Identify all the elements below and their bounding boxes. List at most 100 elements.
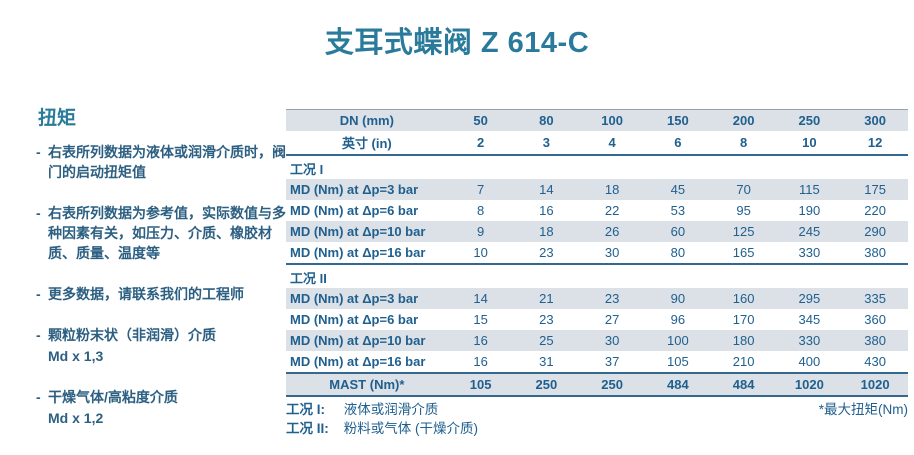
value-cell: 14 — [513, 179, 580, 200]
value-cell: 345 — [798, 312, 821, 327]
table-area: DN (mm) 50 80 100 150 200 250 300 英寸 (in) 2 3 4 6 8 10… — [286, 109, 908, 449]
bullet-main-text: 右表所列数据为参考值，实际数值与多种因素有关，如压力、介质、橡胶材质、质量、温度… — [48, 205, 286, 261]
value-cell: 14 — [447, 288, 514, 309]
value-cell: 380 — [842, 330, 908, 351]
row-label-cell: MD (Nm) at Δp=6 bar — [290, 203, 419, 218]
note-desc: 液体或润滑介质 — [343, 402, 439, 417]
header-value-cell: 12 — [867, 135, 883, 150]
note-line: 工况 I: 液体或润滑介质 — [286, 400, 478, 419]
bullet-dash: - — [36, 327, 41, 343]
bullet-text: 右表所列数据为参考值，实际数值与多种因素有关，如压力、介质、橡胶材质、质量、温度… — [48, 203, 286, 263]
value-cell: 90 — [644, 288, 711, 309]
value-cell: 60 — [644, 221, 711, 242]
value-cell: 105 — [447, 372, 514, 397]
value-cell: 290 — [842, 221, 908, 242]
value-cell: 105 — [666, 354, 689, 369]
value-cell: 16 — [447, 330, 514, 351]
value-cell: 170 — [732, 312, 755, 327]
value-cell: 100 — [644, 330, 711, 351]
row-label-cell: MD (Nm) at Δp=16 bar — [290, 245, 426, 260]
value-cell: 18 — [579, 179, 645, 200]
data-row: MD (Nm) at Δp=6 bar 15 23 27 96 170 345 360 — [286, 309, 908, 330]
header-value-cell: 6 — [674, 135, 682, 150]
bullet-dash: - — [36, 144, 41, 160]
data-row: MD (Nm) at Δp=10 bar 9 18 26 60 125 245 290 — [286, 221, 908, 242]
bullet-dash: - — [36, 286, 41, 302]
value-cell: 115 — [776, 179, 843, 200]
sidebar-bullet: - 颗粒粉末状（非润滑）介质 Md x 1,3 — [36, 325, 286, 366]
bullet-text: 更多数据，请联系我们的工程师 — [48, 284, 286, 304]
value-cell: 31 — [539, 354, 554, 369]
value-cell: 360 — [864, 312, 886, 327]
value-cell: 250 — [579, 372, 645, 397]
value-cell: 27 — [604, 312, 620, 327]
row-label-cell: DN (mm) — [286, 109, 448, 131]
header-value-cell: 50 — [447, 109, 514, 131]
value-cell: 7 — [447, 179, 514, 200]
header-value-cell: 8 — [739, 135, 748, 150]
value-cell: 70 — [710, 179, 777, 200]
sidebar-bullet: - 右表所列数据为参考值，实际数值与多种因素有关，如压力、介质、橡胶材质、质量、温… — [36, 203, 286, 263]
value-cell: 484 — [644, 372, 711, 397]
row-label-cell: MD (Nm) at Δp=10 bar — [286, 330, 448, 351]
value-cell: 175 — [842, 179, 908, 200]
value-cell: 430 — [864, 354, 886, 369]
table-notes: 工况 I: 液体或润滑介质 工况 II: 粉料或气体 (干燥介质) *最大扭矩(N… — [286, 400, 908, 438]
row-label-cell: MD (Nm) at Δp=16 bar — [290, 354, 426, 369]
sidebar: 扭矩 - 右表所列数据为液体或润滑介质时，阀门的启动扭矩值 - 右表所列数据为参考值，… — [36, 109, 286, 449]
sidebar-bullet: - 更多数据，请联系我们的工程师 — [36, 284, 286, 304]
sidebar-bullets: - 右表所列数据为液体或润滑介质时，阀门的启动扭矩值 - 右表所列数据为参考值，实际数… — [36, 142, 286, 428]
value-cell: 15 — [473, 312, 488, 327]
value-cell: 21 — [513, 288, 580, 309]
section-row: 工况 II — [286, 263, 908, 288]
header-value-cell: 10 — [802, 135, 817, 150]
header-row: 英寸 (in) 2 3 4 6 8 10 12 — [286, 131, 908, 155]
data-row: MD (Nm) at Δp=6 bar 8 16 22 53 95 190 220 — [286, 200, 908, 221]
value-cell: 22 — [604, 203, 620, 218]
torque-table: DN (mm) 50 80 100 150 200 250 300 英寸 (in) 2 3 4 6 8 10… — [286, 109, 908, 397]
header-value-cell: 150 — [644, 109, 711, 131]
header-value-cell: 100 — [579, 109, 645, 131]
value-cell: 180 — [710, 330, 777, 351]
bullet-main-text: 颗粒粉末状（非润滑）介质 — [48, 327, 216, 343]
header-value-cell: 250 — [776, 109, 843, 131]
sidebar-bullet: - 右表所列数据为液体或润滑介质时，阀门的启动扭矩值 — [36, 142, 286, 182]
value-cell: 96 — [670, 312, 686, 327]
header-value-cell: 200 — [710, 109, 777, 131]
value-cell: 1020 — [842, 372, 908, 397]
bullet-text: 颗粒粉末状（非润滑）介质 Md x 1,3 — [48, 325, 286, 366]
value-cell: 80 — [670, 245, 686, 260]
value-cell: 160 — [710, 288, 777, 309]
content: 扭矩 - 右表所列数据为液体或润滑介质时，阀门的启动扭矩值 - 右表所列数据为参考值，… — [0, 109, 914, 449]
value-cell: 165 — [732, 245, 755, 260]
value-cell: 210 — [732, 354, 755, 369]
value-cell: 400 — [798, 354, 821, 369]
row-label-cell: 英寸 (in) — [341, 136, 392, 151]
bullet-sub-text: Md x 1,2 — [48, 410, 104, 426]
value-cell: 53 — [670, 203, 686, 218]
bullet-main-text: 干燥气体/高粘度介质 — [48, 389, 178, 405]
value-cell: 45 — [644, 179, 711, 200]
value-cell: 10 — [473, 245, 488, 260]
data-row: MD (Nm) at Δp=10 bar 16 25 30 100 180 330 380 — [286, 330, 908, 351]
value-cell: 380 — [864, 245, 886, 260]
value-cell: 23 — [579, 288, 645, 309]
value-cell: 250 — [513, 372, 580, 397]
note-right: *最大扭矩(Nm) — [818, 402, 908, 417]
value-cell: 16 — [473, 354, 488, 369]
value-cell: 335 — [842, 288, 908, 309]
row-label-cell: MD (Nm) at Δp=3 bar — [286, 288, 448, 309]
header-value-cell: 2 — [476, 135, 485, 150]
data-row: MD (Nm) at Δp=3 bar 14 21 23 90 160 295 335 — [286, 288, 908, 309]
value-cell: 1020 — [776, 372, 843, 397]
header-row: DN (mm) 50 80 100 150 200 250 300 — [286, 109, 908, 131]
bullet-dash: - — [36, 389, 41, 405]
value-cell: 330 — [776, 330, 843, 351]
bullet-dash: - — [36, 205, 41, 221]
bullet-main-text: 右表所列数据为液体或润滑介质时，阀门的启动扭矩值 — [48, 144, 286, 180]
value-cell: 26 — [579, 221, 645, 242]
section-title-cell: 工况 II — [286, 263, 908, 288]
value-cell: 23 — [539, 312, 554, 327]
value-cell: 8 — [476, 203, 485, 218]
value-cell: 16 — [539, 203, 554, 218]
